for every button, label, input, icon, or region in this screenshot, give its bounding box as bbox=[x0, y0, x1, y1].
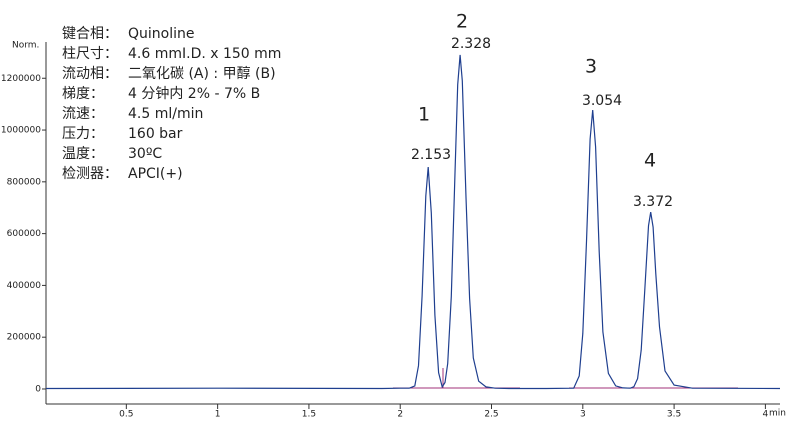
y-tick-label: 400000 bbox=[7, 281, 42, 291]
info-label: 压力： bbox=[62, 126, 104, 142]
x-tick-label: 1.5 bbox=[302, 410, 316, 420]
y-axis-label: Norm. bbox=[12, 41, 39, 51]
x-tick-label: 1 bbox=[215, 410, 221, 420]
info-label: 键合相： bbox=[62, 26, 118, 42]
info-value: 4.5 ml/min bbox=[128, 106, 203, 122]
info-label: 梯度： bbox=[62, 86, 104, 102]
info-value: Quinoline bbox=[128, 26, 195, 42]
info-value: 30ºC bbox=[128, 146, 162, 162]
x-tick-label: 2 bbox=[397, 410, 403, 420]
peak-label: 2.328 bbox=[451, 36, 491, 52]
info-value: 4.6 mmI.D. x 150 mm bbox=[128, 46, 281, 62]
info-label: 温度： bbox=[62, 146, 104, 162]
peak-number: 3 bbox=[585, 56, 597, 78]
info-value: 二氧化碳 (A) : 甲醇 (B) bbox=[128, 65, 276, 82]
y-tick-label: 600000 bbox=[7, 229, 42, 239]
peak-label: 2.153 bbox=[411, 147, 451, 163]
x-tick-label: 0.5 bbox=[119, 410, 133, 420]
info-label: 流动相： bbox=[62, 66, 118, 82]
y-tick-label: 0 bbox=[35, 384, 41, 394]
y-tick-label: 800000 bbox=[7, 177, 42, 187]
x-tick-label: 2.5 bbox=[484, 410, 498, 420]
y-tick-label: 1000000 bbox=[1, 126, 41, 136]
signal-line bbox=[45, 54, 781, 390]
info-value: 4 分钟内 2% - 7% B bbox=[128, 85, 260, 102]
y-tick-label: 200000 bbox=[7, 333, 42, 343]
peak-number: 2 bbox=[456, 11, 468, 33]
info-label: 检测器： bbox=[62, 166, 118, 182]
peak-label: 3.054 bbox=[582, 93, 622, 109]
x-tick-label: 4 bbox=[763, 410, 769, 420]
peak-label: 3.372 bbox=[633, 194, 673, 210]
x-tick-label: 3 bbox=[580, 410, 586, 420]
info-label: 流速： bbox=[62, 106, 104, 122]
x-axis-label: min bbox=[769, 409, 786, 419]
y-tick-label: 1200000 bbox=[1, 74, 41, 84]
peak-number: 1 bbox=[418, 104, 430, 126]
x-tick-label: 3.5 bbox=[667, 410, 681, 420]
peak-number: 4 bbox=[644, 150, 656, 172]
integration-baselines bbox=[393, 368, 738, 389]
info-value: 160 bar bbox=[128, 126, 183, 142]
info-value: APCI(+) bbox=[128, 166, 183, 182]
info-label: 柱尺寸： bbox=[62, 46, 118, 62]
